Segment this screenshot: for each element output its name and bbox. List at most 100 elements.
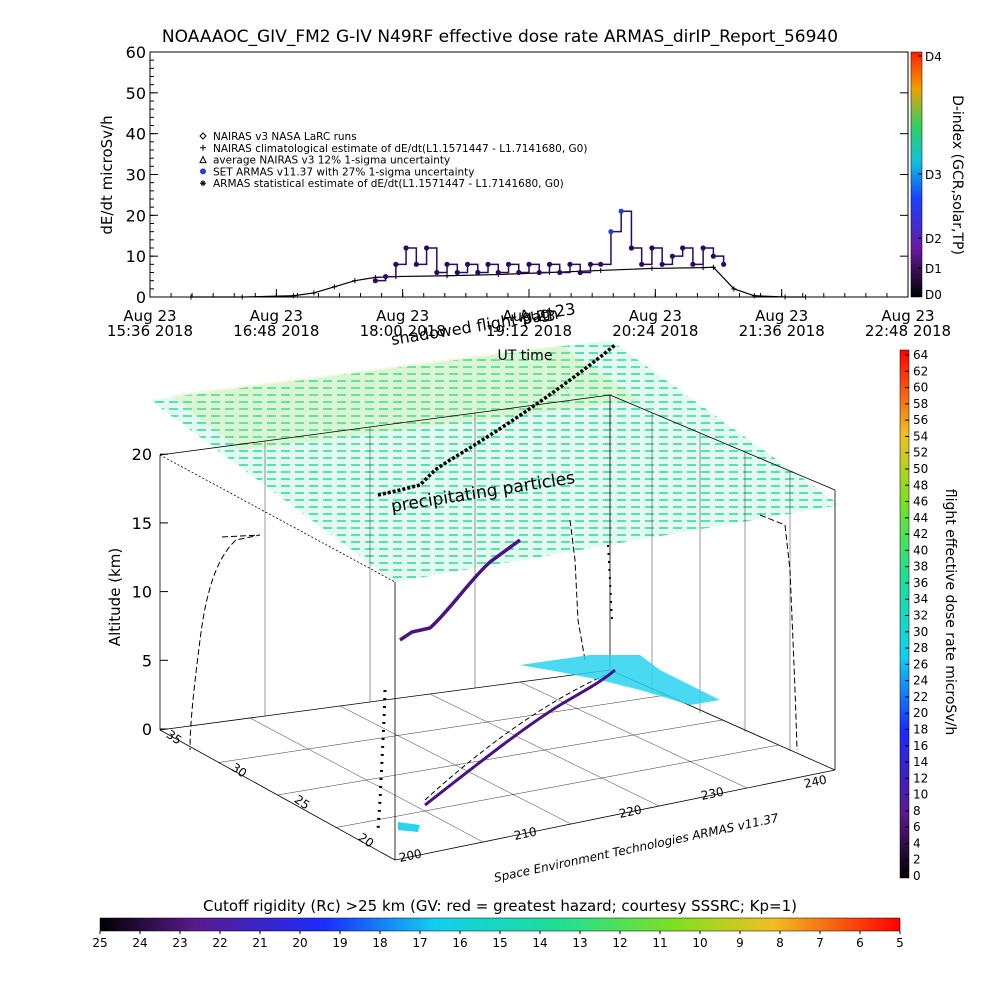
dindex-tick-label: D1 — [925, 262, 942, 276]
shadow-path-floor — [424, 674, 606, 801]
dose-tick-label: 26 — [913, 657, 928, 671]
dose-tick-label: 14 — [913, 755, 928, 769]
series-point-armas — [526, 261, 532, 267]
series-point-armas — [680, 245, 686, 251]
rigidity-tick-label: 22 — [212, 936, 227, 950]
series-point-nairas — [803, 294, 809, 300]
x-tick-label-time: 22:48 2018 — [865, 322, 951, 340]
series-point-nairas — [598, 267, 604, 273]
floor-grid-line — [336, 744, 779, 828]
x-tick-label-date: Aug 23 — [502, 307, 555, 325]
series-point-armas — [659, 261, 665, 267]
lat-tick-label: 25 — [292, 792, 313, 812]
series-point-armas — [577, 269, 583, 276]
x-tick-label-date: Aug 23 — [376, 307, 429, 325]
series-point-armas — [567, 261, 573, 267]
rigidity-tick-label: 14 — [532, 936, 547, 950]
dose-tick-label: 50 — [913, 462, 928, 476]
top-y-axis-label: dE/dt microSv/h — [98, 115, 116, 234]
series-point-nairas — [649, 265, 655, 271]
dose-tick-label: 8 — [913, 804, 921, 818]
rigidity-ticks: 25 24 23 22 21 20 19 18 17 16 15 14 13 12 11 10 9 8 7 6 5 — [92, 931, 904, 950]
dose-tick-label: 28 — [913, 641, 928, 655]
rigidity-tick-label: 15 — [492, 936, 507, 950]
z-tick-label: 20 — [132, 445, 152, 464]
series-point-nairas — [311, 290, 317, 296]
top-y-ticks: 0 10 20 30 40 50 60 — [126, 43, 908, 307]
x-tick-label-time: 16:48 2018 — [233, 322, 319, 340]
series-point-armas — [475, 269, 481, 276]
lon-tick-label: 240 — [803, 772, 828, 790]
dindex-tick-label: D0 — [925, 288, 942, 302]
series-point-armas — [434, 269, 440, 276]
series-point-nairas — [290, 293, 296, 299]
series-point-armas — [464, 261, 471, 267]
legend-symbol-triangle — [199, 155, 207, 164]
series-point-armas — [536, 269, 542, 276]
dose-tick-label: 2 — [913, 853, 921, 867]
dose-tick-label: 6 — [913, 820, 921, 834]
z-tick-label: 5 — [142, 651, 152, 670]
rigidity-label: Cutoff rigidity (Rc) >25 km (GV: red = g… — [203, 897, 797, 915]
top-series-group — [188, 208, 809, 300]
x-tick-label-date: Aug 23 — [755, 307, 808, 325]
rigidity-tick-label: 18 — [372, 936, 387, 950]
dose-tick-label: 64 — [913, 348, 928, 362]
rigidity-tick-label: 6 — [856, 936, 864, 950]
x-tick-label-date: Aug 23 — [629, 307, 682, 325]
lon-tick-label: 210 — [513, 824, 538, 842]
floor-grid-line — [277, 719, 723, 796]
series-point-armas — [485, 261, 491, 267]
series-point-nairas — [352, 278, 358, 284]
series-point-armas — [710, 253, 716, 259]
chart-title: NOAAAOC_GIV_FM2 G-IV N49RF effective dos… — [162, 27, 838, 47]
rigidity-tick-label: 17 — [412, 936, 427, 950]
x-tick-label-time: 18:00 2018 — [360, 322, 446, 340]
dindex-ticks: D0 D1 D2 D3 D4 — [918, 50, 942, 302]
series-point-armas — [505, 261, 512, 267]
series-point-nairas — [782, 294, 788, 300]
y-tick-label: 10 — [126, 247, 146, 266]
rigidity-tick-label: 7 — [816, 936, 824, 950]
dose-tick-label: 46 — [913, 495, 928, 509]
dose-tick-label: 52 — [913, 446, 928, 460]
shadow-path-left — [189, 534, 261, 751]
legend-entry: NAIRAS v3 NASA LaRC runs — [213, 131, 357, 143]
rigidity-tick-label: 25 — [92, 936, 107, 950]
series-point-armas — [372, 278, 378, 284]
series-point-armas — [382, 273, 389, 280]
dose-rate-label: flight effective dose rate microSv/h — [942, 489, 958, 735]
dose-tick-label: 58 — [913, 397, 928, 411]
series-point-nairas — [188, 294, 194, 300]
x-tick-label-time: 19:12 2018 — [486, 322, 572, 340]
series-point-armas — [516, 269, 522, 276]
legend-entry: average NAIRAS v3 12% 1-sigma uncertaint… — [213, 155, 450, 167]
rigidity-tick-label: 19 — [332, 936, 347, 950]
ground-dose-region — [520, 655, 720, 705]
series-point-armas — [618, 208, 624, 214]
rigidity-tick-label: 11 — [652, 936, 667, 950]
series-point-nairas — [239, 294, 245, 300]
dose-tick-label: 56 — [913, 413, 928, 427]
dindex-tick-label: D4 — [925, 50, 942, 64]
dose-tick-label: 10 — [913, 788, 928, 802]
series-point-armas — [721, 261, 727, 267]
x-tick-label-time: 20:24 2018 — [612, 322, 698, 340]
rigidity-colorbar — [99, 917, 901, 932]
y-tick-label: 0 — [136, 288, 146, 307]
legend-symbol-dot — [200, 168, 206, 175]
series-point-nairas — [731, 286, 737, 292]
floor-grid-line — [218, 694, 667, 763]
rigidity-tick-label: 24 — [132, 936, 147, 950]
dose-tick-label: 38 — [913, 560, 928, 574]
series-point-armas — [608, 229, 614, 235]
shadow-path-right — [759, 514, 798, 751]
series-point-nairas — [444, 273, 450, 279]
upper-dose-field-tint-top — [170, 345, 640, 450]
x-tick-label-date: Aug 23 — [250, 307, 303, 325]
dose-tick-label: 62 — [913, 364, 928, 378]
series-point-armas — [403, 245, 409, 251]
